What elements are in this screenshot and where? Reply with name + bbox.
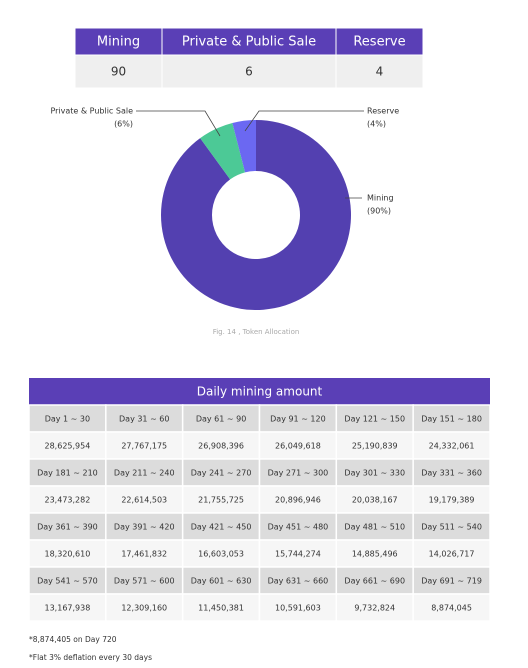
value-cell [335,431,414,460]
day-cell [335,566,414,595]
value-text: 22,614,503 [121,496,167,505]
value-cell [335,593,414,622]
day-text: Day 211 ~ 240 [114,469,175,478]
caption: Fig. 14 , Token Allocation [213,328,300,336]
value-text: 20,038,167 [352,496,398,505]
donut-slice [200,122,246,180]
value-cell [28,593,107,622]
value-text: 19,179,389 [429,496,475,505]
header-text: Reserve [353,35,405,50]
day-text: Day 241 ~ 270 [191,469,252,478]
value-text: 27,767,175 [121,442,167,451]
value-cell [258,485,338,514]
day-text: Day 361 ~ 390 [37,523,98,532]
donut-pct: (4%) [367,120,386,129]
day-text: Day 601 ~ 630 [191,577,252,586]
value-text: 11,450,381 [198,604,244,613]
value-text: 12,309,160 [121,604,167,613]
donut-pct: (6%) [114,120,133,129]
day-cell [335,404,414,433]
day-text: Day 301 ~ 330 [344,469,405,478]
donut-slice [232,120,256,173]
leader-line [244,110,364,132]
table-title-bar [29,378,490,405]
value-cell [181,539,261,568]
day-cell [28,566,107,595]
value-cell [181,485,261,514]
day-text: Day 541 ~ 570 [37,577,98,586]
day-text: Day 1 ~ 30 [45,415,90,424]
value-text: 18,320,610 [45,550,91,559]
table-title: Daily mining amount [197,385,323,399]
value-cell [74,54,163,89]
donut-label: Mining [367,194,394,203]
value-text: 26,908,396 [198,442,244,451]
value-text: 4 [376,65,384,79]
value-cell [181,593,261,622]
value-text: 23,473,282 [45,496,91,505]
value-text: 14,026,717 [429,550,475,559]
value-text: 15,744,274 [275,550,321,559]
header-cell [161,27,337,56]
day-text: Day 181 ~ 210 [37,469,98,478]
day-text: Day 571 ~ 600 [114,577,175,586]
header-text: Mining [97,35,140,50]
value-text: 25,190,839 [352,442,398,451]
value-text: 13,167,938 [45,604,91,613]
value-cell [335,54,424,89]
day-text: Day 61 ~ 90 [196,415,247,424]
day-cell [181,512,261,541]
value-text: 9,732,824 [354,604,395,613]
value-text: 28,625,954 [45,442,91,451]
day-cell [258,404,338,433]
leader-line [136,110,221,137]
day-text: Day 421 ~ 450 [191,523,252,532]
donut-label: Reserve [367,107,399,116]
day-cell [105,404,184,433]
value-text: 6 [245,65,253,79]
day-text: Day 661 ~ 690 [344,577,405,586]
value-text: 8,874,045 [431,604,472,613]
day-text: Day 631 ~ 660 [268,577,329,586]
day-cell [412,512,491,541]
value-text: 26,049,618 [275,442,321,451]
note: *Flat 3% deflation every 30 days [29,653,152,662]
donut-pct: (90%) [367,207,391,216]
value-text: 90 [111,65,126,79]
day-text: Day 151 ~ 180 [421,415,482,424]
value-cell [105,539,184,568]
day-text: Day 451 ~ 480 [268,523,329,532]
day-text: Day 31 ~ 60 [119,415,170,424]
day-text: Day 391 ~ 420 [114,523,175,532]
value-text: 20,896,946 [275,496,321,505]
value-cell [258,593,338,622]
day-text: Day 691 ~ 719 [421,577,482,586]
day-cell [181,458,261,487]
value-cell [412,431,491,460]
value-text: 10,591,603 [275,604,321,613]
day-text: Day 331 ~ 360 [421,469,482,478]
day-text: Day 511 ~ 540 [421,523,482,532]
day-text: Day 271 ~ 300 [268,469,329,478]
note: *8,874,405 on Day 720 [29,635,117,644]
value-cell [412,593,491,622]
value-text: 16,603,053 [198,550,244,559]
day-cell [258,512,338,541]
value-text: 17,461,832 [121,550,167,559]
donut-label: Private & Public Sale [50,107,133,116]
value-text: 24,332,061 [429,442,475,451]
day-text: Day 481 ~ 510 [344,523,405,532]
day-cell [412,458,491,487]
day-text: Day 121 ~ 150 [344,415,405,424]
value-text: 14,885,496 [352,550,398,559]
day-text: Day 91 ~ 120 [270,415,326,424]
header-cell [74,27,163,56]
value-text: 21,755,725 [198,496,244,505]
header-text: Private & Public Sale [182,35,316,50]
donut-slice [161,120,352,310]
